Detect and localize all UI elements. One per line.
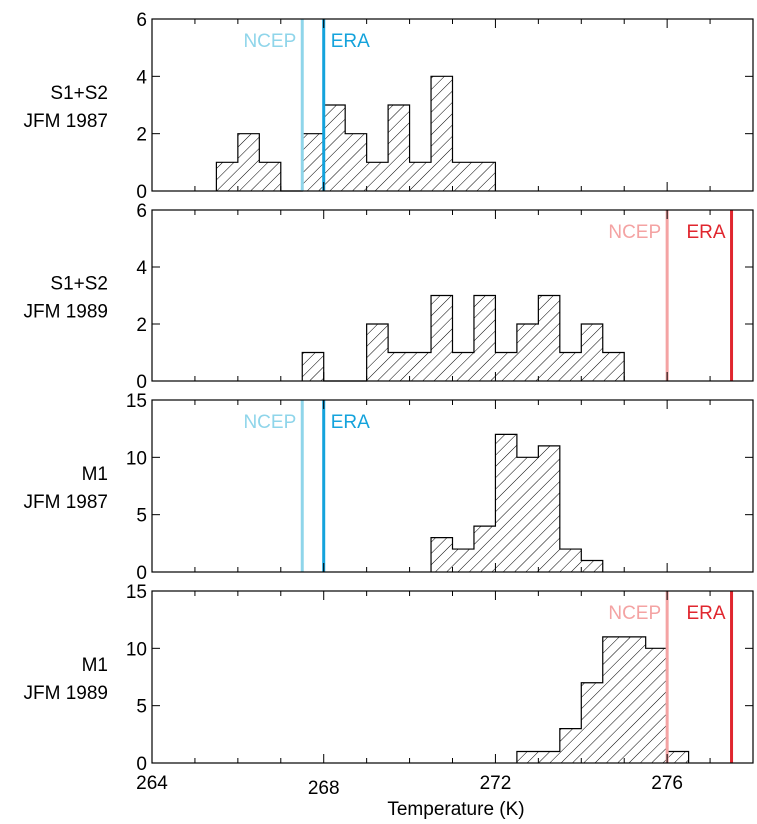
histogram-bar	[302, 352, 324, 381]
panel-label: JFM 1989	[24, 302, 108, 323]
histogram-bar	[538, 445, 560, 572]
y-tick-label: 2	[136, 315, 147, 336]
histogram-bar	[216, 162, 238, 191]
y-tick-label: 15	[126, 582, 147, 603]
histogram-bar	[602, 636, 625, 763]
histogram-bar	[559, 549, 582, 572]
y-tick-label: 4	[136, 258, 147, 279]
histogram-bar	[516, 457, 539, 572]
panel-4: NCEP ERA 264 268 272 276 0 5 10 15 M1 JFM 1989	[24, 582, 754, 799]
histogram-bar	[431, 76, 453, 191]
histogram-outline	[215, 75, 497, 192]
panel-2: NCEP ERA 0 2 4 6 S1+S2 JFM 1989	[24, 201, 754, 393]
y-tick-label: 15	[126, 391, 147, 412]
y-tick-label: 0	[136, 182, 147, 203]
histogram-bar	[473, 526, 496, 572]
histogram-bar	[323, 105, 346, 191]
panel-3: NCEP ERA 0 5 10 15 M1 JFM 1987	[24, 391, 754, 584]
panel-label: S1+S2	[50, 274, 108, 295]
histogram-bar	[516, 324, 539, 381]
histogram-bar	[452, 162, 474, 191]
panel-label: JFM 1987	[24, 111, 108, 132]
histogram-bar	[516, 751, 539, 763]
histogram-bar	[409, 352, 432, 381]
reference-label-era: ERA	[686, 603, 725, 624]
panel-1: NCEP ERA 0 2 4 6 S1+S2 JFM 1987	[24, 10, 754, 203]
reference-label-ncep: NCEP	[243, 31, 296, 52]
histogram-bar	[495, 434, 517, 572]
histogram-bar	[667, 751, 689, 763]
panel-label: JFM 1987	[24, 492, 108, 513]
panel-label: S1+S2	[50, 83, 108, 104]
histogram-bar	[431, 295, 453, 381]
panels-group: NCEP ERA 0 2 4 6 S1+S2 JFM 1987 NCEP ERA 0 2 4 6 S1+S2…	[24, 10, 754, 799]
histogram-outline	[430, 433, 604, 572]
histogram-bar	[302, 133, 324, 191]
y-tick-label: 0	[136, 754, 147, 775]
y-tick-label: 5	[136, 697, 147, 718]
y-tick-label: 10	[126, 639, 147, 660]
x-tick-label: 264	[136, 773, 168, 794]
y-tick-label: 0	[136, 563, 147, 584]
histogram-bar	[473, 295, 496, 381]
histogram-bar	[409, 162, 432, 191]
histogram-bar	[345, 133, 367, 191]
histogram-bar	[602, 352, 625, 381]
histogram-bar	[452, 352, 474, 381]
x-axis-title: Temperature (K)	[387, 799, 524, 820]
y-tick-label: 0	[136, 372, 147, 393]
y-tick-label: 6	[136, 201, 147, 222]
histogram-bar	[237, 133, 260, 191]
panel-label: M1	[82, 464, 108, 485]
y-tick-label: 10	[126, 448, 147, 469]
reference-label-ncep: NCEP	[608, 603, 661, 624]
y-tick-label: 5	[136, 506, 147, 527]
panel-label: JFM 1989	[24, 683, 108, 704]
histogram-bar	[559, 728, 582, 763]
y-tick-label: 6	[136, 10, 147, 31]
histogram-bar	[581, 324, 603, 381]
histogram-bar	[388, 352, 410, 381]
histogram-bar	[495, 352, 517, 381]
reference-label-era: ERA	[331, 31, 370, 52]
histogram-bar	[538, 295, 560, 381]
reference-label-ncep: NCEP	[243, 412, 296, 433]
histogram-bar	[645, 648, 668, 763]
histogram-bar	[259, 162, 281, 191]
histogram-bar	[473, 162, 496, 191]
reference-label-era: ERA	[686, 222, 725, 243]
y-tick-label: 4	[136, 67, 147, 88]
histogram-bar	[388, 105, 410, 191]
reference-label-era: ERA	[331, 412, 370, 433]
histogram-bar	[366, 162, 389, 191]
histogram-bar	[431, 537, 453, 572]
histogram-bar	[581, 560, 603, 572]
histogram-bar	[366, 324, 389, 381]
x-tick-label: 276	[651, 773, 683, 794]
histogram-bar	[452, 549, 474, 572]
reference-label-ncep: NCEP	[608, 222, 661, 243]
x-tick-label: 272	[480, 773, 512, 794]
histogram-bar	[559, 352, 582, 381]
histogram-bar	[624, 636, 646, 763]
panel-label: M1	[82, 655, 108, 676]
histogram-bar	[581, 682, 603, 763]
y-tick-label: 2	[136, 125, 147, 146]
x-tick-label: 268	[308, 778, 340, 799]
histogram-bar	[538, 751, 560, 763]
